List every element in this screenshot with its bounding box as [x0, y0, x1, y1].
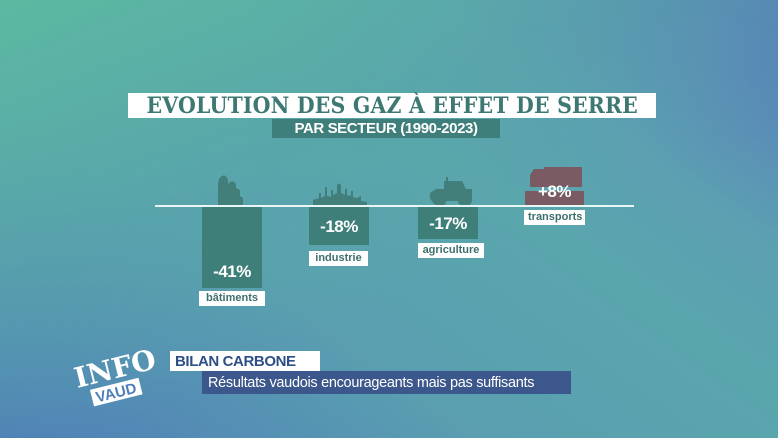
bar-value: +8% [538, 181, 572, 201]
bar-value: -41% [213, 262, 251, 281]
bar-agriculture: -17% [418, 207, 478, 239]
bar-value: -18% [320, 217, 358, 236]
chart-baseline [155, 205, 634, 207]
lower-third-headline-box: BILAN CARBONE [170, 351, 320, 371]
chart-subtitle-box: PAR SECTEUR (1990-2023) [272, 119, 500, 138]
bar-transports: +8% [525, 182, 584, 206]
category-label: agriculture [418, 243, 484, 258]
category-label: transports [524, 210, 585, 225]
lower-third-subline-box: Résultats vaudois encourageants mais pas… [202, 371, 571, 394]
chart-subtitle: PAR SECTEUR (1990-2023) [294, 120, 478, 137]
buildings-icon [216, 172, 246, 206]
category-label: industrie [309, 251, 368, 266]
category-label: bâtiments [199, 291, 265, 306]
bar-batiments: -41% [202, 207, 262, 288]
bar-industrie: -18% [309, 207, 369, 245]
lower-third-subline: Résultats vaudois encourageants mais pas… [208, 374, 535, 391]
chart-title-box: EVOLUTION DES GAZ À EFFET DE SERRE [128, 92, 656, 119]
bar-value: -17% [429, 214, 467, 233]
info-vaud-logo: INFO VAUD [68, 343, 159, 412]
chart-title: EVOLUTION DES GAZ À EFFET DE SERRE [146, 92, 638, 119]
lower-third-headline: BILAN CARBONE [175, 352, 296, 370]
tractor-icon [428, 175, 474, 207]
factory-icon [313, 181, 367, 206]
truck-icon [530, 167, 585, 187]
